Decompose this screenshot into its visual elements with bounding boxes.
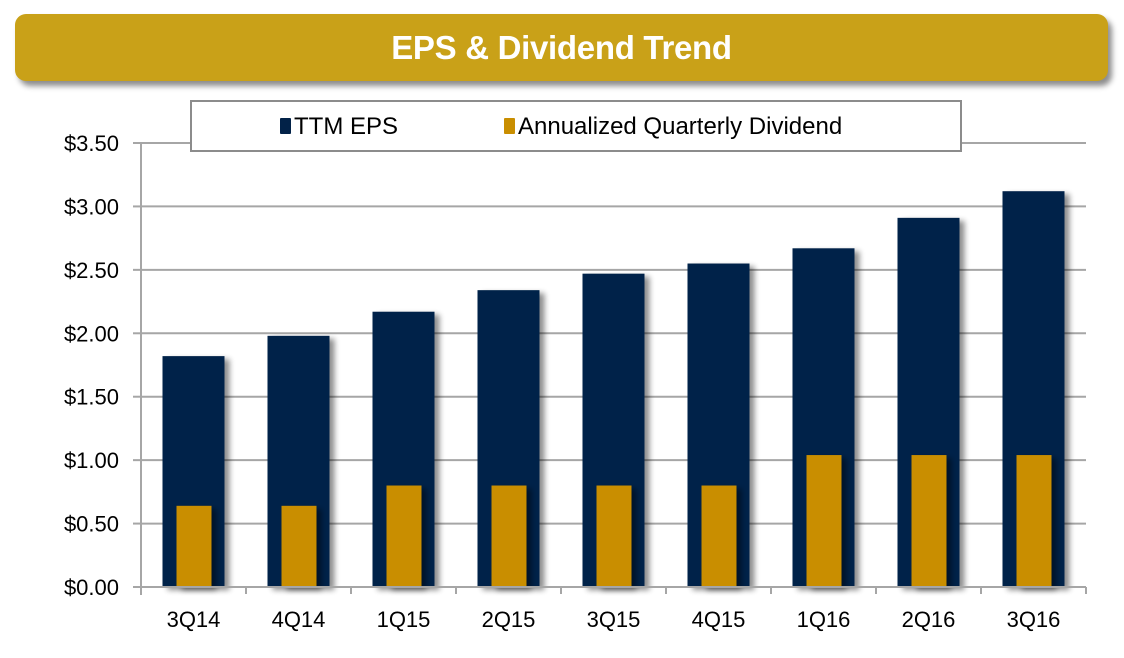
chart-title: EPS & Dividend Trend [391,28,732,66]
bar-dividend-3Q16 [1016,455,1052,587]
bar-dividend-2Q15 [491,485,527,587]
legend-swatch-ttm-eps [280,118,291,134]
y-tick-label: $2.50 [64,258,119,283]
x-tick-label: 3Q15 [587,607,641,632]
legend: TTM EPS Annualized Quarterly Dividend [190,100,962,152]
tick-labels: $0.00 $0.50 $1.00 $1.50 $2.00 $2.50 $3.00 $3.50… [64,131,1086,632]
bar-dividend-1Q16 [806,455,842,587]
bar-dividend-4Q14 [281,505,317,587]
legend-box [190,100,962,152]
bars [162,191,1065,588]
bar-dividend-1Q15 [386,485,422,587]
x-tick-label: 2Q16 [902,607,956,632]
bar-dividend-2Q16 [911,455,947,587]
legend-swatch-annualized-quarterly-dividend [504,118,515,134]
legend-label-annualized-quarterly-dividend: Annualized Quarterly Dividend [518,113,842,140]
y-tick-label: $3.50 [64,131,119,156]
y-tick-label: $0.50 [64,512,119,537]
y-tick-label: $3.00 [64,194,119,219]
y-tick-label: $1.00 [64,448,119,473]
bar-dividend-3Q14 [176,505,212,587]
y-tick-label: $2.00 [64,321,119,346]
legend-label-ttm-eps: TTM EPS [294,113,398,140]
x-tick-label: 1Q15 [377,607,431,632]
x-tick-label: 2Q15 [482,607,536,632]
x-tick-label: 4Q14 [272,607,326,632]
chart-title-bar: EPS & Dividend Trend [15,14,1108,81]
bar-dividend-3Q15 [596,485,632,587]
x-tick-label: 3Q14 [167,607,221,632]
y-tick-label: $1.50 [64,385,119,410]
y-tick-label: $0.00 [64,575,119,600]
x-tick-label: 1Q16 [797,607,851,632]
x-tick-label: 3Q16 [1007,607,1061,632]
bar-dividend-4Q15 [701,485,737,587]
x-tick-label: 4Q15 [692,607,746,632]
axes [133,142,1087,595]
